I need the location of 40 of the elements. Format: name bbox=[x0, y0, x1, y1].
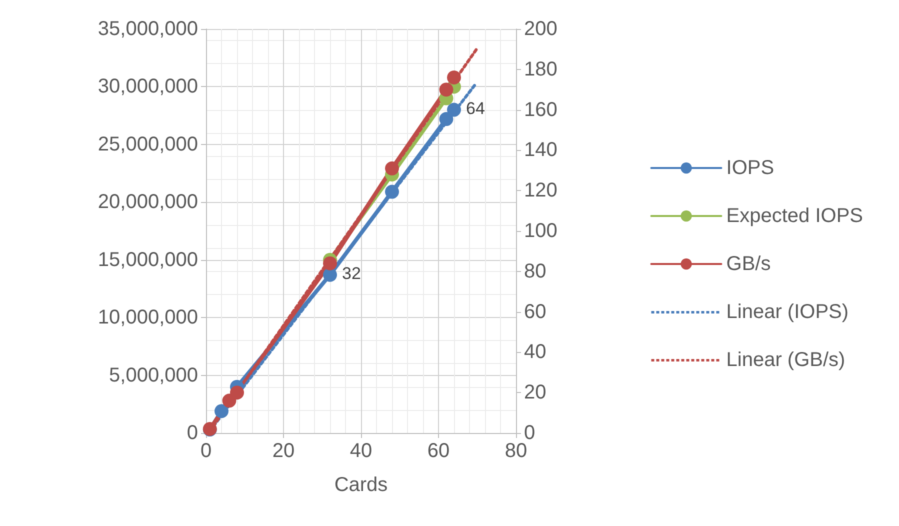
legend-label: Expected IOPS bbox=[726, 205, 864, 227]
y2-tick-label: 120 bbox=[524, 180, 558, 202]
point bbox=[385, 161, 399, 176]
x-axis-title: Cards bbox=[334, 474, 388, 496]
y2-tick-label: 20 bbox=[524, 382, 546, 404]
legend-label: Linear (IOPS) bbox=[726, 301, 849, 323]
point bbox=[439, 82, 454, 97]
point bbox=[230, 386, 244, 400]
y-tick-label: 25,000,000 bbox=[98, 133, 198, 156]
y-tick-label: 10,000,000 bbox=[98, 306, 198, 329]
y2-tick-label: 40 bbox=[524, 341, 546, 364]
y2-tick-label: 80 bbox=[524, 260, 546, 282]
y2-tick-label: 100 bbox=[524, 220, 558, 242]
point bbox=[385, 184, 399, 199]
y-tick-label: 35,000,000 bbox=[98, 18, 198, 40]
y2-tick-label: 160 bbox=[524, 98, 558, 121]
y-tick-label: 20,000,000 bbox=[98, 191, 198, 214]
point bbox=[439, 112, 454, 126]
point bbox=[323, 268, 337, 282]
y2-tick-label: 200 bbox=[524, 18, 558, 40]
x-tick-label: 40 bbox=[350, 440, 372, 462]
y2-tick-label: 180 bbox=[524, 58, 558, 80]
point bbox=[323, 256, 337, 270]
y-tick-label: 0 bbox=[186, 422, 198, 444]
annotation: 32 bbox=[342, 264, 361, 283]
legend-label: IOPS bbox=[726, 157, 774, 179]
legend-label: GB/s bbox=[726, 253, 771, 275]
y-tick-label: 15,000,000 bbox=[98, 248, 198, 271]
x-tick-label: 60 bbox=[427, 440, 450, 462]
y-tick-label: 5,000,000 bbox=[109, 364, 198, 386]
point bbox=[447, 102, 461, 117]
x-tick-label: 0 bbox=[200, 440, 212, 462]
y-tick-label: 30,000,000 bbox=[98, 76, 198, 98]
x-tick-label: 20 bbox=[272, 440, 295, 462]
point bbox=[214, 404, 228, 418]
y2-tick-label: 60 bbox=[524, 300, 546, 323]
annotation: 64 bbox=[466, 98, 485, 118]
y2-tick-label: 140 bbox=[524, 139, 558, 162]
legend-label: Linear (GB/s) bbox=[726, 349, 846, 371]
point bbox=[447, 70, 461, 84]
